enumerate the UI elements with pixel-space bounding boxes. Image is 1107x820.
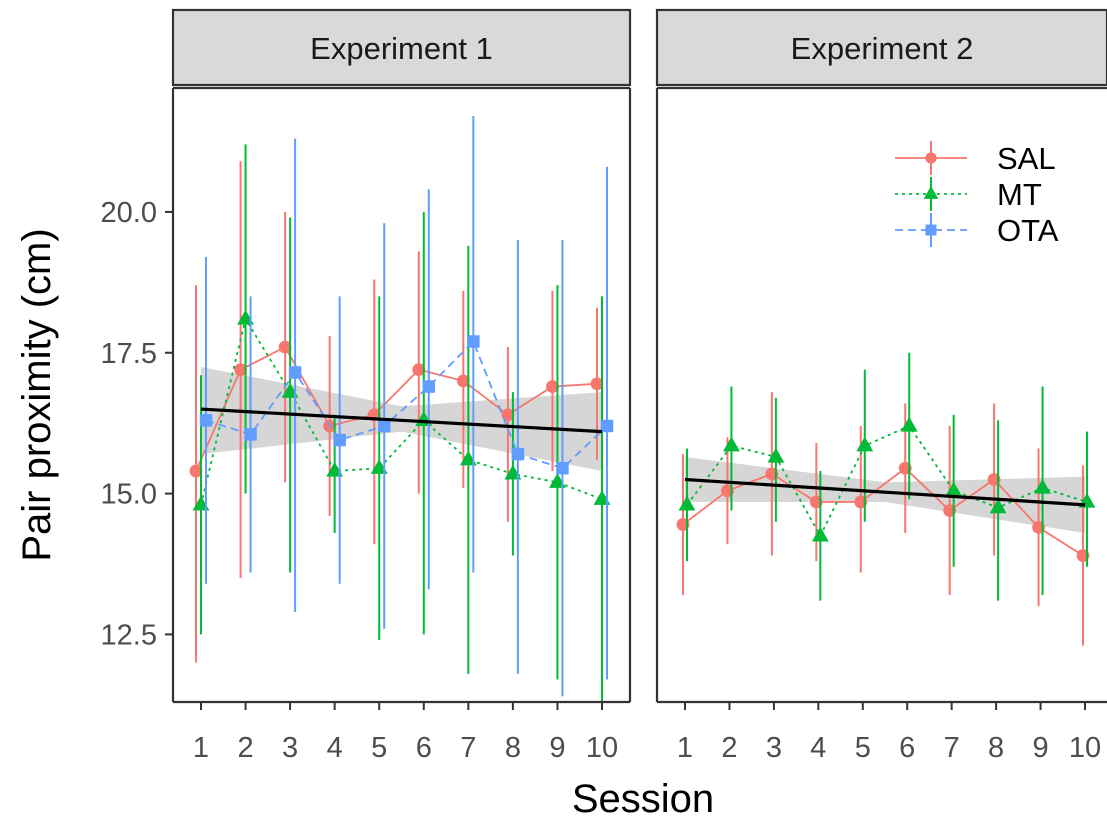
x-tick-label-panel-2-5: 5 [855, 732, 871, 764]
x-tick-label-panel-1-7: 7 [460, 732, 476, 764]
point-sal-panel-1-session-8 [501, 408, 515, 422]
point-sal-panel-1-session-10 [590, 377, 604, 391]
x-tick-label-panel-1-8: 8 [505, 732, 521, 764]
y-tick-label-3: 20.0 [101, 197, 157, 229]
point-mt-panel-2-session-3 [767, 447, 785, 463]
strip-label-panel-2: Experiment 2 [791, 31, 974, 66]
trend-line-panel-2 [684, 477, 1086, 507]
x-tick-label-panel-1-3: 3 [282, 732, 298, 764]
point-mt-panel-2-session-8 [989, 498, 1007, 514]
x-tick-label-panel-2-7: 7 [944, 732, 960, 764]
legend-label-mt: MT [997, 177, 1042, 212]
x-tick-label-panel-2-9: 9 [1032, 732, 1048, 764]
point-ota-panel-1-session-6 [422, 380, 436, 393]
legend-label-sal: SAL [997, 141, 1056, 176]
y-tick-label-1: 15.0 [101, 479, 157, 511]
series-line-sal-panel-1 [195, 345, 598, 472]
point-sal-panel-1-session-9 [546, 380, 559, 393]
point-ota-panel-1-session-7 [467, 335, 480, 348]
point-ota-panel-1-session-10 [600, 419, 614, 433]
trend-line-panel-1 [200, 407, 603, 434]
legend-label-ota: OTA [997, 213, 1059, 248]
point-sal-panel-1-session-7 [456, 374, 470, 388]
point-mt-panel-2-session-6 [900, 416, 918, 432]
x-tick-label-panel-1-10: 10 [586, 732, 618, 764]
series-line-ota-panel-1 [205, 339, 608, 470]
x-tick-label-panel-2-6: 6 [899, 732, 915, 764]
x-tick-label-panel-1-1: 1 [193, 732, 209, 764]
point-sal-panel-1-session-1 [189, 464, 203, 478]
x-tick-label-panel-2-4: 4 [810, 732, 826, 764]
x-tick-label-panel-1-2: 2 [237, 732, 253, 764]
x-tick-label-panel-1-9: 9 [549, 732, 565, 764]
x-tick-label-panel-2-8: 8 [988, 732, 1004, 764]
point-ota-panel-1-session-5 [377, 419, 391, 433]
trend-ribbon-panel-2 [685, 456, 1085, 534]
y-axis-title: Pair proximity (cm) [15, 228, 59, 561]
x-tick-label-panel-1-5: 5 [371, 732, 387, 764]
point-mt-panel-2-session-2 [723, 436, 740, 452]
x-tick-label-panel-2-2: 2 [721, 732, 737, 764]
point-sal-panel-1-session-2 [234, 363, 247, 377]
strip-panel-2 [655, 8, 1107, 87]
point-mt-panel-2-session-5 [856, 436, 874, 452]
point-mt-panel-2-session-1 [678, 495, 696, 511]
point-ota-panel-1-session-4 [333, 433, 346, 447]
point-ota-panel-1-session-8 [511, 447, 525, 461]
point-sal-panel-1-session-6 [412, 363, 426, 377]
x-tick-label-panel-1-4: 4 [327, 732, 343, 764]
point-mt-panel-2-session-9 [1034, 478, 1051, 494]
x-axis-title: Session [572, 777, 714, 820]
legend-marker-sal [925, 152, 937, 164]
x-tick-label-panel-2-1: 1 [677, 732, 693, 764]
legend-marker-ota [925, 224, 937, 236]
point-sal-panel-1-session-3 [278, 340, 292, 354]
point-ota-panel-1-session-2 [244, 428, 257, 441]
x-tick-label-panel-2-10: 10 [1069, 732, 1101, 764]
point-ota-panel-1-session-9 [556, 461, 569, 475]
point-ota-panel-1-session-3 [288, 366, 302, 379]
point-mt-panel-2-session-7 [945, 481, 963, 497]
strip-panel-1 [171, 8, 632, 87]
point-ota-panel-1-session-1 [199, 414, 213, 427]
y-tick-label-2: 17.5 [101, 338, 157, 370]
strip-label-panel-1: Experiment 1 [310, 31, 493, 66]
y-tick-label-0: 12.5 [101, 619, 157, 651]
legend-marker-mt [923, 185, 939, 199]
x-tick-label-panel-1-6: 6 [416, 732, 432, 764]
point-mt-panel-2-session-4 [811, 526, 829, 542]
x-tick-label-panel-2-3: 3 [766, 732, 782, 764]
